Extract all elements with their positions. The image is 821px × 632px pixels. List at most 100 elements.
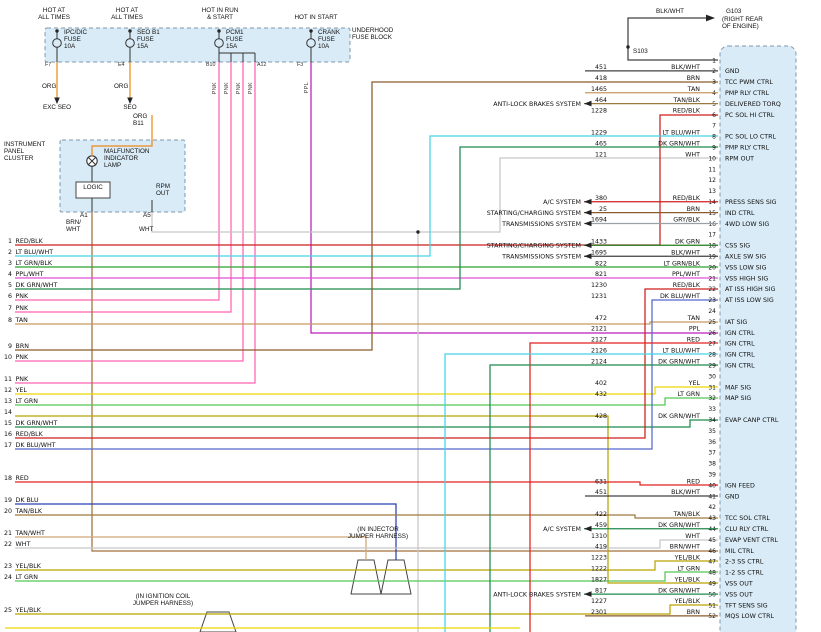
pcm-pin-number: 25 <box>708 319 716 326</box>
wire-color-label: BRN <box>687 609 701 616</box>
pcm-pin-label: GND <box>725 68 740 75</box>
pcm-pin-label: MQS LOW CTRL <box>725 613 774 620</box>
wire-color-label: ORG B11 <box>133 113 148 127</box>
mil-label: MALFUNCTION INDICATOR LAMP <box>104 148 150 169</box>
left-wire-number: 19 <box>4 497 12 504</box>
left-wire-number: 5 <box>8 282 12 289</box>
pcm-pin-number: 7 <box>712 123 716 130</box>
pcm-pin-number: 41 <box>708 493 716 500</box>
wire-color-label: BLK/WHT <box>671 249 700 256</box>
wire-color-label: DK GRN/WHT <box>658 522 700 529</box>
pcm-pin-label: AT ISS LOW SIG <box>725 297 774 304</box>
fuse-label: IPC/DIC FUSE 10A <box>64 29 88 50</box>
feed-option-label: SEO <box>123 104 137 111</box>
left-wire-color: LT BLU/WHT <box>16 249 54 256</box>
wire-number: 1695 <box>591 249 607 256</box>
pcm-pin-number: 52 <box>708 613 716 620</box>
pcm-pin-number: 11 <box>708 166 716 173</box>
wire-line <box>15 62 232 313</box>
left-wire-number: 6 <box>8 293 12 300</box>
system-label: A/C SYSTEM <box>543 526 581 533</box>
wire-line <box>15 386 718 395</box>
pcm-pin-number: 12 <box>708 177 716 184</box>
wire-color-label: LT GRN/BLK <box>663 260 700 267</box>
pcm-pin-label: IGN CTRL <box>725 341 755 348</box>
pcm-pin-number: 47 <box>708 559 716 566</box>
wire-line <box>310 62 718 334</box>
pcm-pin-number: 19 <box>708 254 716 261</box>
system-label: TRANSMISSIONS SYSTEM <box>501 221 581 228</box>
wire-number: 459 <box>595 522 607 529</box>
left-wire-color: DK BLU/WHT <box>16 442 56 449</box>
pcm-pin-label: TCC SOL CTRL <box>724 515 770 522</box>
pcm-pin-label: GND <box>725 493 740 500</box>
wire-number: 380 <box>595 195 607 202</box>
pcm-pin-label: IGN FEED <box>725 482 755 489</box>
system-label: A/C SYSTEM <box>543 199 581 206</box>
pcm-pin-number: 10 <box>708 155 716 162</box>
wire-color-label: DK GRN/WHT <box>658 413 700 420</box>
pcm-pin-label: IGN CTRL <box>725 352 755 359</box>
pcm-pin-label: VSS HIGH SIG <box>725 275 768 282</box>
pcm-pin-label: IGN CTRL <box>725 330 755 337</box>
wire-line <box>15 62 220 301</box>
left-wire-number: 24 <box>4 574 12 581</box>
pcm-pin-label: 2-3 SS CTRL <box>725 559 764 566</box>
pcm-pin-number: 30 <box>708 373 716 380</box>
pcm-pin-number: 13 <box>708 188 716 195</box>
wire-number: 422 <box>595 511 607 518</box>
pcm-pin-number: 45 <box>708 537 716 544</box>
logic-box <box>75 181 111 199</box>
system-label: STARTING/CHARGING SYSTEM <box>487 243 581 250</box>
left-wire-color: RED <box>16 475 29 482</box>
left-wire-color: PNK <box>16 376 30 383</box>
pcm-pin-label: AT ISS HIGH SIG <box>725 286 776 293</box>
left-wire-number: 2 <box>8 249 12 256</box>
pcm-pin-number: 16 <box>708 221 716 228</box>
left-wire-color: RED/BLK <box>16 238 44 245</box>
wire-number: 1231 <box>591 293 607 300</box>
wire-color-label: RED <box>687 337 700 344</box>
wire-color-label: YEL <box>688 380 701 387</box>
left-wire-number: 9 <box>8 343 12 350</box>
fuse-label: PCM1 FUSE 15A <box>226 29 244 50</box>
left-wire-color: TAN <box>15 317 29 324</box>
pcm-pin-label: CSS SIG <box>725 243 750 250</box>
system-label: ANTI-LOCK BRAKES SYSTEM <box>493 591 581 598</box>
left-wire-number: 16 <box>4 431 12 438</box>
system-arrow-icon <box>584 525 592 532</box>
pcm-pin-label: IGN CTRL <box>725 363 755 370</box>
junction-dot <box>416 230 420 234</box>
left-wire-number: 25 <box>4 607 12 614</box>
wire-line <box>15 81 718 351</box>
pcm-pin-number: 3 <box>712 79 716 86</box>
wire-number: 402 <box>595 380 607 387</box>
left-wire-number: 8 <box>8 317 12 324</box>
system-arrow-icon <box>584 242 592 249</box>
pcm-pin-number: 35 <box>708 428 716 435</box>
wire-color-label: RED <box>687 478 700 485</box>
fuse-label: SEO B1 FUSE 15A <box>137 29 160 50</box>
pcm-pin-number: 49 <box>708 581 716 588</box>
pcm-pin-label: RPM OUT <box>725 155 754 162</box>
wire-color-label: YEL/BLK <box>674 555 701 562</box>
wire-number: 822 <box>595 260 607 267</box>
left-wire-color: BRN <box>16 343 30 350</box>
pcm-pin-number: 27 <box>708 341 716 348</box>
wire-color-label: TAN/BLK <box>673 97 701 104</box>
wire-number: 821 <box>595 271 607 278</box>
wire-color-label: BLK/WHT <box>656 8 684 15</box>
wire-color-label: TAN <box>687 86 701 93</box>
harness-connector <box>350 559 382 595</box>
wire-color-label: DK GRN/WHT <box>658 587 700 594</box>
wire-number: 1694 <box>591 217 607 224</box>
system-arrow-icon <box>584 253 592 259</box>
wire-number: 451 <box>595 489 607 496</box>
system-arrow-icon <box>584 220 592 227</box>
wire-line <box>91 212 718 552</box>
wire-number: 1465 <box>591 86 607 93</box>
pcm-pin-number: 14 <box>708 199 716 206</box>
left-wire-number: 12 <box>4 387 12 394</box>
pcm-pin-number: 42 <box>708 504 716 511</box>
